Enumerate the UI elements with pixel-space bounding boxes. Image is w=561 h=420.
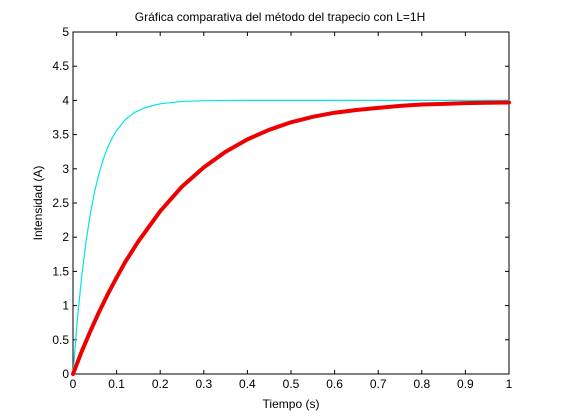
series-layer	[71, 99, 511, 376]
x-tick-label: 0.6	[326, 377, 343, 391]
y-tick-label: 3	[62, 162, 69, 176]
x-tick-label: 0.9	[457, 377, 474, 391]
y-axis-label: Intensidad (A)	[31, 166, 45, 241]
x-axis-label: Tiempo (s)	[263, 397, 320, 411]
x-tick-label: 0.4	[239, 377, 256, 391]
y-tick-label: 0.5	[52, 333, 69, 347]
x-tick-label: 0.8	[413, 377, 430, 391]
x-axis: 0 0.1 0.2 0.3 0.4 0.5 0.6 0.7 0.8 0.9 1	[70, 32, 513, 391]
series-line-1	[72, 99, 510, 375]
y-tick-label: 0	[62, 367, 69, 381]
x-tick-label: 1	[506, 377, 513, 391]
y-tick-label: 2.5	[52, 196, 69, 210]
y-axis: 0 0.5 1 1.5 2 2.5 3 3.5 4 4.5 5	[52, 25, 509, 381]
y-tick-label: 5	[62, 25, 69, 39]
x-tick-label: 0.3	[195, 377, 212, 391]
y-tick-label: 3.5	[52, 128, 69, 142]
y-tick-label: 4	[62, 93, 69, 107]
y-tick-label: 2	[62, 230, 69, 244]
x-tick-label: 0.1	[108, 377, 125, 391]
x-tick-label: 0.7	[370, 377, 387, 391]
y-tick-label: 1.5	[52, 264, 69, 278]
x-tick-label: 0.5	[283, 377, 300, 391]
x-tick-label: 0.2	[152, 377, 169, 391]
y-tick-label: 4.5	[52, 59, 69, 73]
plot-area	[72, 31, 510, 375]
series-line-2	[71, 100, 511, 376]
chart-title: Gráfica comparativa del método del trape…	[135, 10, 426, 24]
y-tick-label: 1	[62, 299, 69, 313]
x-tick-label: 0	[70, 377, 77, 391]
